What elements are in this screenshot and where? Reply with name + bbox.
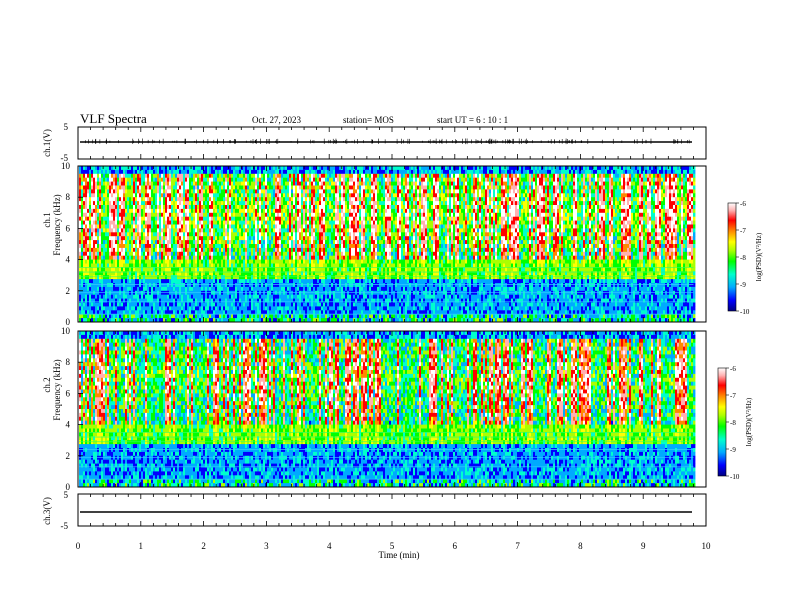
date-label: Oct. 27, 2023	[252, 115, 301, 125]
ch1-ytick-5: 5	[64, 122, 69, 132]
ch1-voltage-panel: 5 -5 ch.1(V)	[42, 122, 706, 163]
station-label: station= MOS	[343, 115, 394, 125]
ch1-spectrogram-image	[79, 166, 695, 322]
figure-title: VLF Spectra	[80, 111, 147, 126]
start-ut-label: start UT = 6 : 10 : 1	[437, 115, 508, 125]
ch1-voltage-ylabel: ch.1(V)	[42, 129, 52, 157]
